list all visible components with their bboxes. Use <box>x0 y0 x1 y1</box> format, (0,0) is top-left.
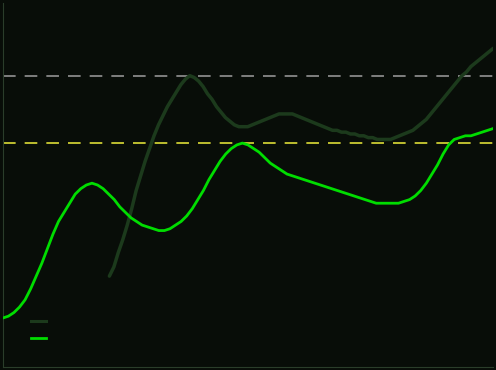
Legend: , : , <box>27 312 53 348</box>
